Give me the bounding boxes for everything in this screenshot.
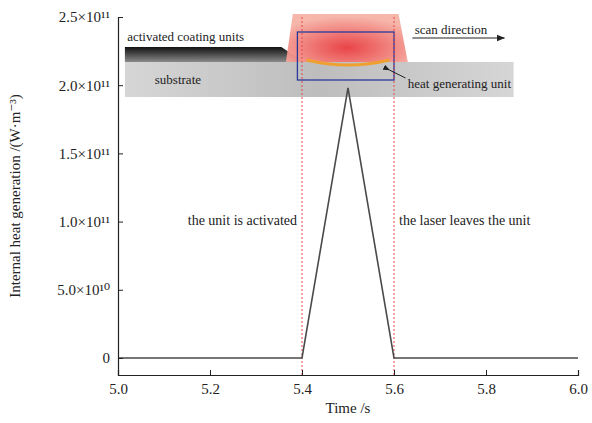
coating-shape bbox=[125, 47, 304, 62]
laser-beam bbox=[286, 14, 408, 62]
tick: 1.5×10¹¹ bbox=[59, 146, 123, 162]
inset-label: heat generating unit bbox=[408, 76, 512, 91]
tick-mark bbox=[118, 222, 123, 223]
tick-label: 5.8 bbox=[477, 381, 496, 397]
y-axis: 0 5.0×10¹⁰ 1.0×10¹¹ 1.5×10¹¹ 2.0×10¹¹ 2.5×10¹… bbox=[57, 9, 123, 375]
x-axis-title: Time /s bbox=[326, 400, 371, 416]
tick-label: 2.0×10¹¹ bbox=[59, 77, 110, 93]
tick: 2.5×10¹¹ bbox=[59, 9, 123, 25]
axis-line bbox=[119, 18, 124, 376]
annotation: the unit is activated bbox=[188, 213, 297, 228]
tick-mark bbox=[486, 370, 487, 375]
annotation: the laser leaves the unit bbox=[399, 213, 531, 228]
tick-label: 5.0 bbox=[109, 381, 128, 397]
chart: activated coating units scan direction sub… bbox=[0, 0, 592, 423]
tick-label: 0 bbox=[103, 350, 111, 366]
inset-label: substrate bbox=[155, 72, 201, 87]
tick: 6.0 bbox=[569, 370, 588, 397]
tick-label: 6.0 bbox=[569, 381, 588, 397]
pointer-line bbox=[389, 70, 405, 78]
tick-label: 1.5×10¹¹ bbox=[59, 146, 110, 162]
tick: 5.4 bbox=[293, 370, 312, 397]
reference-lines bbox=[302, 17, 394, 375]
tick-mark bbox=[118, 85, 123, 86]
tick: 5.6 bbox=[385, 370, 404, 397]
heat-unit-box bbox=[297, 32, 394, 80]
scan-arrow bbox=[412, 37, 504, 38]
inset-label: scan direction bbox=[415, 22, 488, 37]
reference-line bbox=[302, 17, 303, 375]
tick-mark bbox=[578, 370, 579, 375]
tick-label: 5.6 bbox=[385, 381, 404, 397]
tick-mark bbox=[118, 17, 123, 18]
tick-mark bbox=[210, 370, 211, 375]
plot-area bbox=[118, 88, 578, 358]
tick-label: 2.5×10¹¹ bbox=[59, 9, 110, 25]
tick-label: 5.2 bbox=[201, 381, 220, 397]
tick: 5.0×10¹⁰ bbox=[57, 282, 123, 298]
tick-mark bbox=[118, 290, 123, 291]
reference-line bbox=[394, 17, 395, 375]
inset-schematic: activated coating units scan direction sub… bbox=[125, 14, 514, 97]
y-axis-title: Internal heat generation /(W·m⁻³) bbox=[7, 94, 24, 298]
tick-mark bbox=[302, 370, 303, 375]
tick-label: 5.0×10¹⁰ bbox=[57, 282, 110, 298]
melt-pool bbox=[307, 60, 390, 65]
tick: 2.0×10¹¹ bbox=[59, 77, 123, 93]
axis-line bbox=[119, 370, 579, 376]
tick-mark bbox=[118, 358, 123, 359]
tick-mark bbox=[118, 153, 123, 154]
data-line bbox=[118, 88, 578, 358]
tick-mark bbox=[394, 370, 395, 375]
tick: 5.8 bbox=[477, 370, 496, 397]
tick-label: 1.0×10¹¹ bbox=[59, 214, 110, 230]
x-axis: 5.0 5.2 5.4 5.6 5.8 6.0 bbox=[109, 370, 588, 397]
tick-label: 5.4 bbox=[293, 381, 312, 397]
inset-label: activated coating units bbox=[127, 29, 244, 44]
tick: 5.2 bbox=[201, 370, 220, 397]
tick: 0 bbox=[103, 350, 124, 366]
tick: 1.0×10¹¹ bbox=[59, 214, 123, 230]
